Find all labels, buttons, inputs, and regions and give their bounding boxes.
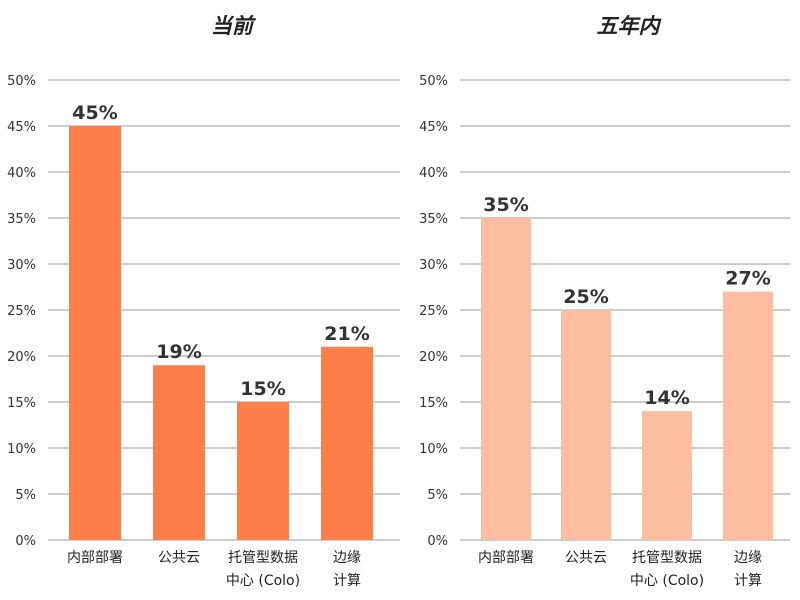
bar bbox=[481, 218, 531, 540]
data-label: 14% bbox=[644, 387, 689, 409]
category-label: 计算 bbox=[734, 573, 762, 589]
data-label: 35% bbox=[483, 194, 528, 216]
bar bbox=[237, 402, 289, 540]
data-label: 15% bbox=[240, 378, 285, 400]
y-tick-label: 40% bbox=[419, 166, 448, 181]
y-tick-label: 30% bbox=[419, 258, 448, 273]
category-label: 边缘 bbox=[333, 550, 361, 566]
y-tick-label: 25% bbox=[7, 304, 36, 319]
category-label: 中心 (Colo) bbox=[630, 573, 704, 589]
y-tick-label: 20% bbox=[419, 350, 448, 365]
bar bbox=[153, 365, 205, 540]
data-label: 45% bbox=[72, 102, 117, 124]
category-label: 边缘 bbox=[734, 550, 762, 566]
y-tick-label: 25% bbox=[419, 304, 448, 319]
category-label: 内部部署 bbox=[67, 550, 123, 566]
category-label: 公共云 bbox=[158, 550, 200, 566]
data-label: 19% bbox=[156, 341, 201, 363]
category-label: 托管型数据 bbox=[228, 550, 298, 566]
y-tick-label: 50% bbox=[419, 74, 448, 89]
category-label: 计算 bbox=[333, 573, 361, 589]
y-tick-label: 5% bbox=[427, 488, 448, 503]
bar bbox=[561, 310, 611, 540]
y-tick-label: 0% bbox=[15, 534, 36, 549]
chart-title: 五年内 bbox=[597, 14, 662, 38]
data-label: 25% bbox=[563, 286, 608, 308]
y-tick-label: 10% bbox=[419, 442, 448, 457]
y-tick-label: 45% bbox=[419, 120, 448, 135]
y-tick-label: 45% bbox=[7, 120, 36, 135]
y-tick-label: 35% bbox=[7, 212, 36, 227]
bar bbox=[69, 126, 121, 540]
y-tick-label: 5% bbox=[15, 488, 36, 503]
bar bbox=[723, 291, 773, 540]
data-label: 21% bbox=[324, 323, 369, 345]
y-tick-label: 15% bbox=[7, 396, 36, 411]
category-label: 中心 (Colo) bbox=[226, 573, 300, 589]
category-label: 内部部署 bbox=[478, 550, 534, 566]
chart-title: 当前 bbox=[211, 14, 256, 38]
y-tick-label: 35% bbox=[419, 212, 448, 227]
category-label: 公共云 bbox=[565, 550, 607, 566]
data-label: 27% bbox=[725, 268, 770, 290]
y-tick-label: 40% bbox=[7, 166, 36, 181]
bar bbox=[321, 346, 373, 540]
category-label: 托管型数据 bbox=[632, 550, 702, 566]
y-tick-label: 15% bbox=[419, 396, 448, 411]
bar bbox=[642, 411, 692, 540]
y-tick-label: 10% bbox=[7, 442, 36, 457]
y-tick-label: 0% bbox=[427, 534, 448, 549]
y-tick-label: 50% bbox=[7, 74, 36, 89]
y-tick-label: 20% bbox=[7, 350, 36, 365]
y-tick-label: 30% bbox=[7, 258, 36, 273]
